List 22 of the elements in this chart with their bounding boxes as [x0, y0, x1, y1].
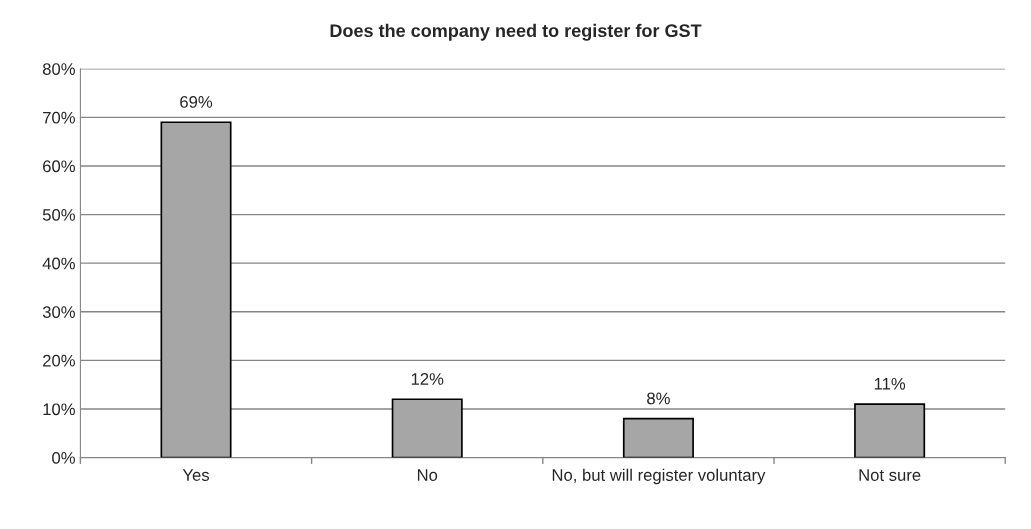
- bar: [622, 417, 694, 458]
- y-tick-label: 20%: [43, 354, 75, 367]
- data-label: 69%: [180, 96, 213, 108]
- x-tick-label: No: [417, 469, 438, 481]
- y-tick-label: 40%: [42, 257, 75, 270]
- bar: [391, 398, 463, 458]
- data-label: 11%: [874, 377, 906, 390]
- x-tick-label: Not sure: [859, 469, 921, 481]
- y-tick-label: 10%: [43, 403, 75, 416]
- y-tick-label: 60%: [43, 160, 75, 173]
- y-tick-label: 80%: [42, 63, 75, 75]
- y-tick-label: 30%: [42, 306, 75, 318]
- bar: [854, 403, 926, 458]
- data-label: 12%: [411, 373, 444, 385]
- x-tick-label: Yes: [182, 469, 210, 481]
- chart-title: Does the company need to register for GST: [330, 23, 702, 41]
- y-tick-label: 0%: [52, 451, 75, 464]
- y-tick-label: 50%: [42, 208, 75, 221]
- data-label: 8%: [647, 392, 670, 405]
- y-tick-label: 70%: [43, 111, 75, 124]
- bar: [160, 121, 232, 458]
- x-tick-label: No, but will register voluntary: [552, 468, 766, 485]
